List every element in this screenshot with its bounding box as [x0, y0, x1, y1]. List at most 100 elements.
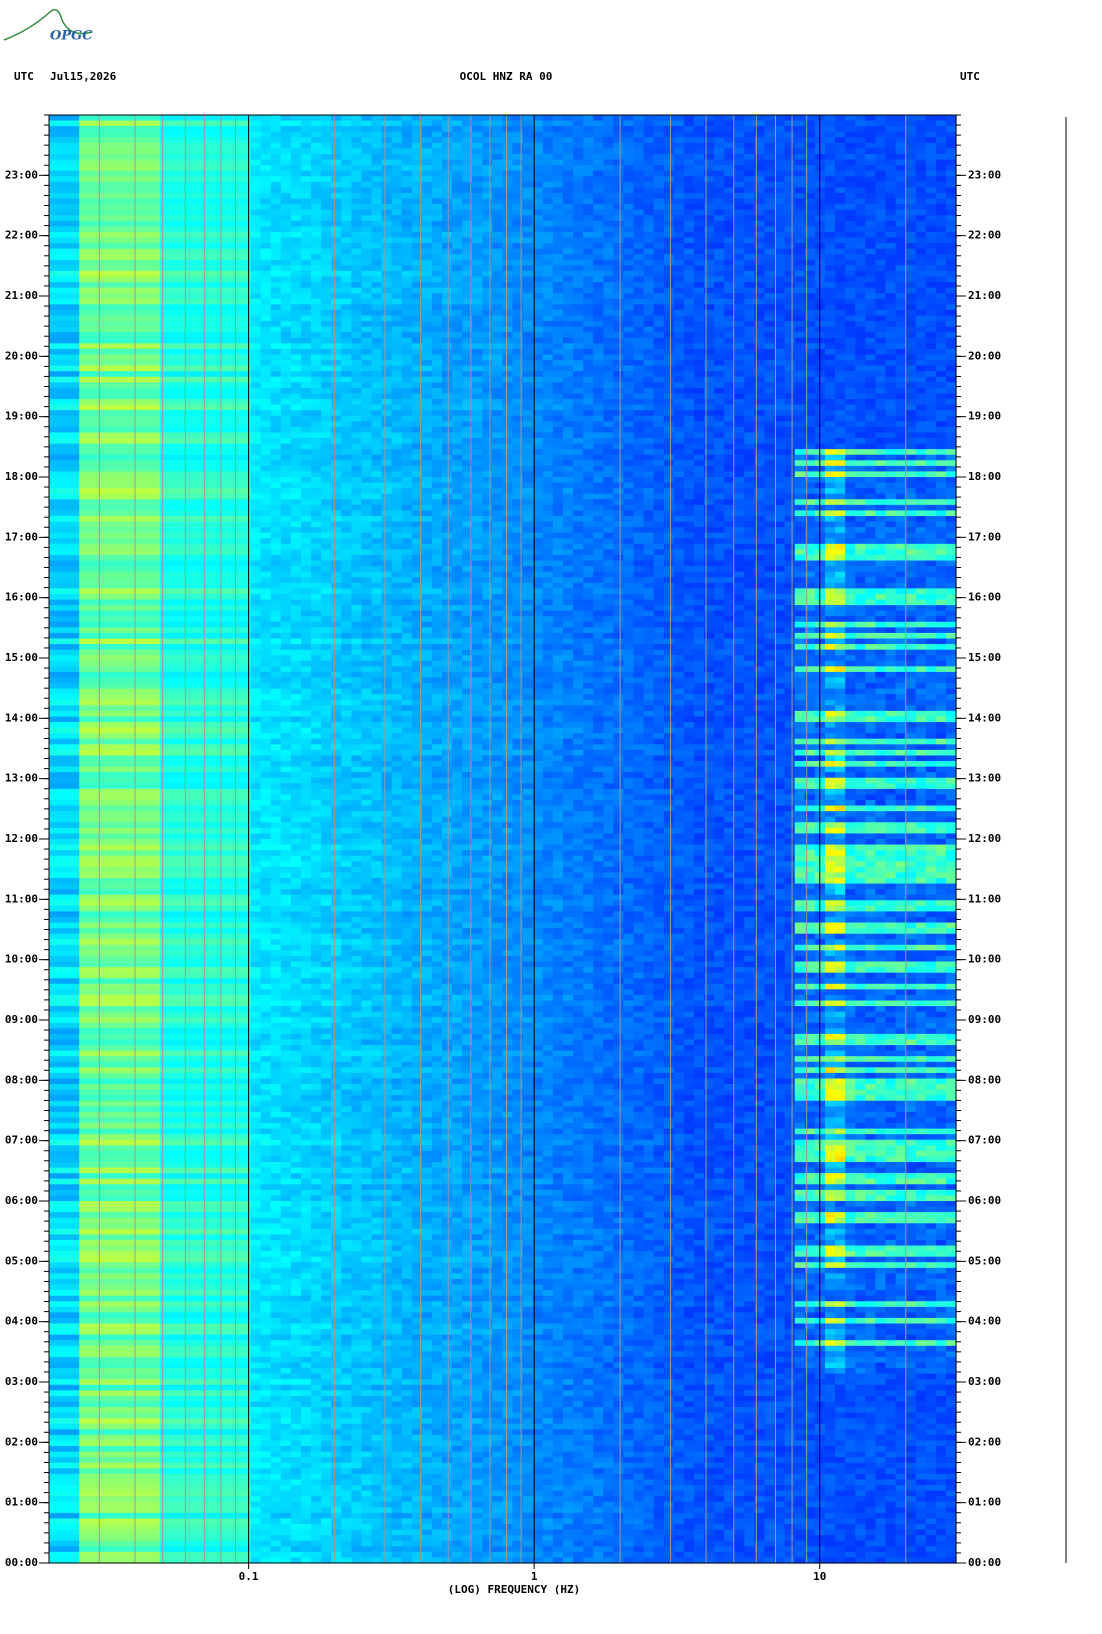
spectrogram-cell — [885, 315, 897, 322]
spectrogram-cell — [855, 276, 866, 283]
spectrogram-cell — [159, 360, 171, 367]
spectrogram-cell — [381, 387, 393, 395]
spectrogram-cell — [663, 309, 675, 317]
spectrogram-cell — [643, 198, 655, 205]
spectrogram-cell — [754, 354, 766, 361]
spectrogram-cell — [210, 293, 221, 300]
spectrogram-cell — [220, 226, 231, 233]
spectrogram-cell — [744, 165, 756, 172]
spectrogram-cell — [734, 410, 745, 417]
spectrogram-cell — [79, 343, 90, 350]
spectrogram-cell — [210, 248, 221, 255]
spectrogram-cell — [704, 126, 715, 133]
spectrogram-cell — [280, 415, 292, 422]
spectrogram-cell — [411, 337, 423, 344]
spectrogram-cell — [562, 181, 574, 188]
spectrogram-cell — [724, 126, 735, 133]
spectrogram-cell — [875, 176, 887, 183]
spectrogram-cell — [552, 181, 564, 188]
spectrogram-cell — [724, 348, 735, 356]
spectrogram-cell — [69, 115, 80, 122]
spectrogram-cell — [683, 293, 695, 300]
spectrogram-cell — [885, 304, 897, 311]
spectrogram-cell — [421, 387, 433, 395]
spectrogram-cell — [663, 181, 675, 188]
spectrogram-cell — [623, 343, 635, 350]
spectrogram-cell — [49, 209, 60, 216]
spectrogram-cell — [895, 254, 907, 261]
spectrogram-cell — [623, 387, 635, 395]
spectrogram-cell — [472, 254, 483, 261]
spectrogram-cell — [431, 237, 443, 244]
spectrogram-cell — [99, 343, 111, 350]
spectrogram-cell — [89, 376, 100, 383]
spectrogram-cell — [49, 304, 60, 311]
spectrogram-cell — [693, 243, 705, 250]
spectrogram-cell — [704, 321, 715, 328]
spectrogram-cell — [643, 165, 655, 172]
spectrogram-cell — [794, 165, 806, 172]
spectrogram-cell — [774, 254, 786, 261]
spectrogram-cell — [704, 337, 715, 344]
spectrogram-cell — [89, 315, 100, 322]
spectrogram-cell — [190, 159, 201, 166]
spectrogram-cell — [583, 410, 594, 417]
spectrogram-cell — [462, 387, 473, 395]
spectrogram-cell — [532, 192, 544, 200]
spectrogram-cell — [69, 215, 80, 222]
spectrogram-cell — [311, 415, 322, 422]
spectrogram-cell — [573, 360, 584, 367]
spectrogram-cell — [452, 376, 463, 383]
spectrogram-cell — [421, 415, 433, 422]
spectrogram-cell — [593, 287, 604, 294]
spectrogram-cell — [472, 282, 483, 289]
spectrogram-cell — [421, 137, 433, 144]
spectrogram-cell — [200, 248, 211, 255]
spectrogram-cell — [240, 360, 252, 367]
spectrogram-cell — [754, 204, 766, 211]
spectrogram-cell — [915, 309, 927, 317]
spectrogram-cell — [784, 187, 796, 194]
spectrogram-cell — [895, 371, 907, 378]
spectrogram-cell — [280, 254, 292, 261]
spectrogram-cell — [653, 243, 665, 250]
spectrogram-cell — [69, 399, 80, 406]
spectrogram-cell — [492, 215, 504, 222]
spectrogram-cell — [905, 131, 917, 138]
spectrogram-cell — [885, 165, 897, 172]
spectrogram-cell — [69, 298, 80, 305]
spectrogram-cell — [341, 360, 352, 367]
spectrogram-cell — [593, 259, 604, 266]
spectrogram-cell — [311, 265, 322, 272]
spectrogram-cell — [492, 321, 504, 328]
spectrogram-cell — [49, 287, 60, 294]
spectrogram-cell — [573, 142, 584, 150]
spectrogram-cell — [824, 204, 836, 211]
spectrogram-cell — [69, 165, 80, 172]
spectrogram-cell — [149, 276, 161, 283]
spectrogram-cell — [573, 176, 584, 183]
spectrogram-cell — [341, 226, 352, 233]
spectrogram-cell — [522, 404, 534, 411]
spectrogram-cell — [49, 142, 60, 150]
spectrogram-cell — [643, 254, 655, 261]
spectrogram-cell — [573, 198, 584, 205]
spectrogram-cell — [673, 298, 685, 305]
spectrogram-cell — [462, 142, 473, 150]
spectrogram-cell — [119, 270, 131, 278]
spectrogram-cell — [210, 343, 221, 350]
spectrogram-cell — [613, 142, 625, 150]
spectrogram-cell — [502, 204, 514, 211]
spectrogram-cell — [804, 153, 816, 161]
spectrogram-cell — [391, 276, 403, 283]
spectrogram-cell — [361, 365, 373, 372]
spectrogram-cell — [643, 348, 655, 356]
spectrogram-cell — [220, 181, 231, 188]
spectrogram-cell — [159, 142, 171, 150]
spectrogram-cell — [693, 287, 705, 294]
spectrogram-cell — [804, 337, 816, 344]
spectrogram-cell — [814, 181, 826, 188]
spectrogram-cell — [431, 376, 443, 383]
spectrogram-cell — [653, 187, 665, 194]
spectrogram-cell — [250, 198, 262, 205]
